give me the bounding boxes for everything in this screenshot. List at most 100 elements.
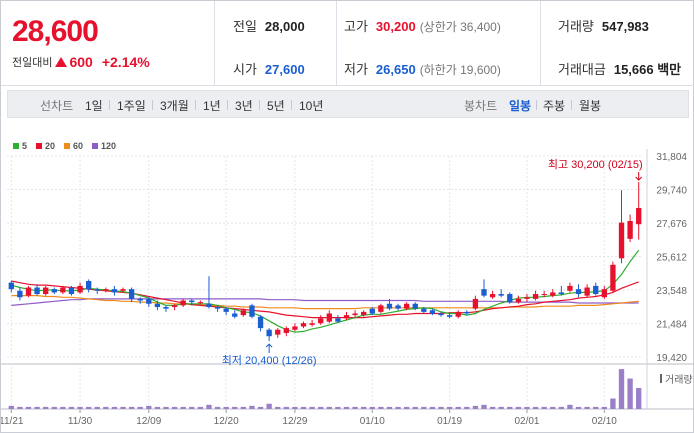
volume-marker: [660, 374, 662, 383]
candle-body: [403, 303, 410, 309]
high-price: 고가 30,200 (상한가 36,400): [344, 16, 501, 35]
candle-weekly[interactable]: 주봉: [543, 99, 566, 113]
candle-body: [137, 298, 143, 301]
divider: [336, 1, 337, 86]
volume-bar: [51, 406, 57, 409]
volume-bar: [464, 406, 470, 409]
candle-body: [25, 287, 32, 296]
legend-ma5-label: 5: [22, 141, 28, 151]
low-value: 26,650: [375, 62, 416, 77]
x-tick-label: 11/30: [68, 416, 93, 427]
high-annotation: 최고 30,200 (02/15): [548, 158, 643, 171]
candle-body: [532, 294, 539, 299]
period-1w[interactable]: 1주일: [117, 99, 146, 113]
change-value: 600: [69, 54, 93, 70]
volume-bar: [532, 406, 539, 409]
volume-bar: [567, 404, 573, 409]
divider: [540, 1, 541, 86]
volume-bar: [94, 406, 100, 409]
divider: [152, 100, 153, 110]
candle-body: [489, 294, 496, 298]
candle-body: [412, 303, 418, 309]
volume-bar: [558, 406, 565, 409]
candle-body: [481, 289, 487, 296]
candle-body: [395, 305, 401, 309]
candle-daily[interactable]: 일봉: [509, 99, 532, 113]
volume-bar: [120, 406, 126, 409]
period-3y[interactable]: 3년: [235, 99, 253, 113]
candle-body: [249, 305, 255, 317]
volume-bar: [111, 406, 118, 409]
candle-body: [593, 285, 599, 295]
period-1d[interactable]: 1일: [85, 99, 103, 113]
period-5y[interactable]: 5년: [267, 99, 285, 113]
candle-body: [361, 311, 367, 316]
x-tick-label: 12/20: [214, 416, 239, 427]
candle-body: [214, 307, 221, 309]
candle-body: [103, 289, 109, 291]
volume-bar: [343, 406, 350, 409]
volume-bar: [223, 406, 229, 409]
low-label: 저가: [344, 62, 368, 77]
legend-ma120: 120: [92, 141, 116, 151]
volume-bar: [214, 406, 221, 409]
candle-body: [472, 298, 479, 309]
amount-label: 거래대금: [558, 62, 606, 77]
volume-bar: [206, 404, 212, 409]
volume-bar: [421, 406, 427, 409]
volume-bar: [60, 406, 66, 409]
volume-bar: [550, 406, 556, 409]
change-label: 전일대비: [12, 57, 53, 69]
up-arrow-icon: [55, 57, 68, 67]
x-tick-label: 12/29: [282, 416, 307, 427]
volume-label: 거래량: [558, 19, 594, 34]
volume-value: 547,983: [601, 19, 649, 34]
volume-bar: [103, 406, 109, 409]
candle-monthly[interactable]: 월봉: [579, 99, 602, 113]
candle-body: [266, 329, 272, 337]
y-tick-label: 19,420: [656, 353, 687, 364]
amount-value: 15,666 백만: [613, 62, 682, 77]
candle-body: [386, 303, 393, 309]
volume-bar: [300, 406, 307, 409]
legend-ma120-label: 120: [101, 141, 117, 151]
period-1y[interactable]: 1년: [203, 99, 221, 113]
volume-bar: [636, 388, 642, 409]
period-toolbar: 선차트 1일 1주일 3개월 1년 3년 5년 10년 봉차트 일봉 주봉 월봉: [7, 90, 689, 118]
line-chart-label: 선차트: [40, 99, 74, 113]
current-price: 28,600: [12, 15, 99, 48]
legend-swatch: [92, 143, 99, 149]
volume-bar: [68, 406, 75, 409]
x-tick-label: 12/09: [136, 416, 161, 427]
candle-body: [68, 287, 75, 295]
candle-body: [318, 318, 324, 324]
volume-bar: [584, 406, 590, 409]
legend-swatch: [36, 143, 43, 149]
volume-bar: [240, 406, 247, 409]
period-3m[interactable]: 3개월: [160, 99, 189, 113]
candle-body: [257, 316, 264, 329]
y-tick-label: 25,612: [656, 253, 687, 264]
legend-swatch: [64, 143, 71, 149]
volume-bar: [429, 406, 436, 409]
lower-limit: (하한가 19,600): [419, 63, 501, 77]
volume-bar: [34, 406, 40, 409]
legend-ma60: 60: [64, 141, 83, 151]
candle-body: [550, 292, 556, 296]
candle-body: [636, 208, 642, 225]
high-label: 고가: [344, 19, 368, 34]
candle-body: [369, 308, 375, 314]
divider: [571, 100, 572, 110]
period-10y[interactable]: 10년: [299, 99, 324, 113]
volume-bar: [257, 406, 264, 409]
volume-bar: [85, 406, 92, 409]
candle-body: [154, 303, 161, 308]
candle-body: [283, 328, 289, 333]
candle-body: [524, 297, 530, 299]
volume-bar: [489, 406, 496, 409]
volume-bar: [189, 406, 195, 409]
divider: [536, 100, 537, 110]
candle-body: [343, 315, 350, 319]
volume-bar: [498, 406, 504, 409]
